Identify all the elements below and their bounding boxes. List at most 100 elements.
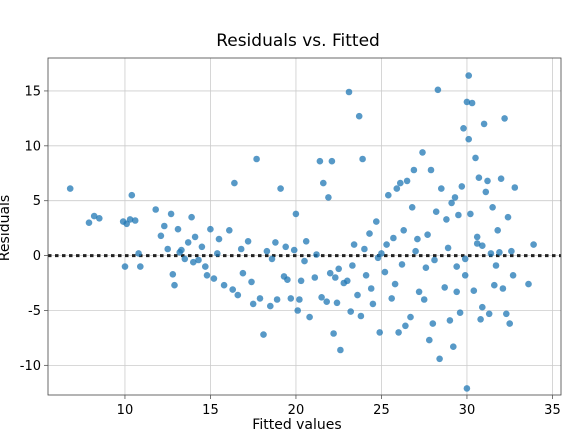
data-point <box>164 245 171 253</box>
data-point <box>369 300 377 308</box>
data-point <box>272 239 279 246</box>
data-point <box>465 72 473 79</box>
data-point <box>359 155 366 163</box>
data-point <box>509 272 517 279</box>
data-point <box>402 322 409 330</box>
data-point <box>325 194 332 201</box>
data-point <box>429 320 437 327</box>
data-point <box>137 263 144 270</box>
data-point <box>202 263 209 270</box>
x-axis-label: Fitted values <box>252 417 341 432</box>
y-tick-label: 0 <box>33 249 41 264</box>
data-point <box>491 281 498 289</box>
data-point <box>66 185 74 192</box>
data-point <box>249 300 257 308</box>
data-point <box>472 154 479 162</box>
data-point <box>432 208 440 215</box>
data-point <box>373 218 380 225</box>
data-point <box>306 313 313 321</box>
data-point <box>152 206 159 213</box>
data-point <box>376 329 384 336</box>
data-point <box>391 280 399 288</box>
data-point <box>169 271 177 278</box>
data-point <box>511 184 519 191</box>
x-tick-label: 10 <box>117 403 134 418</box>
data-point <box>203 272 211 279</box>
data-point <box>190 258 197 266</box>
data-point <box>184 239 192 246</box>
data-point <box>330 330 337 337</box>
data-point <box>494 227 502 234</box>
data-point <box>195 256 202 264</box>
data-point <box>292 210 300 218</box>
data-point <box>504 213 512 221</box>
data-point <box>398 261 406 268</box>
data-point <box>410 166 418 174</box>
data-point <box>161 222 168 230</box>
data-point <box>463 98 471 106</box>
data-point <box>443 216 450 223</box>
data-point <box>468 99 476 107</box>
data-point <box>496 249 503 256</box>
data-point <box>479 242 486 249</box>
data-point <box>463 385 471 392</box>
data-point <box>328 157 336 165</box>
data-point <box>453 288 461 296</box>
data-point <box>450 343 457 351</box>
x-tick-label: 20 <box>288 403 305 418</box>
data-point <box>460 125 467 132</box>
data-point <box>248 278 255 286</box>
data-point <box>320 179 327 187</box>
data-point <box>256 295 264 302</box>
data-point <box>458 183 466 190</box>
data-point <box>349 262 356 269</box>
x-tick-label: 30 <box>459 403 476 418</box>
data-point <box>395 329 402 336</box>
data-point <box>167 210 175 218</box>
data-point <box>297 277 305 285</box>
data-point <box>347 308 355 315</box>
data-point <box>282 243 290 251</box>
data-point <box>366 230 373 237</box>
grid-lines <box>48 58 561 395</box>
data-point <box>444 244 452 252</box>
data-point <box>385 191 392 199</box>
data-point <box>345 88 353 96</box>
data-point <box>335 265 343 273</box>
data-point <box>419 149 426 156</box>
data-point <box>374 254 382 262</box>
data-point <box>210 275 218 282</box>
data-point <box>326 269 334 277</box>
data-point <box>181 255 189 263</box>
data-point <box>174 225 182 233</box>
data-point <box>477 316 484 323</box>
data-point <box>311 274 319 281</box>
x-tick-label: 35 <box>544 403 561 418</box>
data-point <box>427 166 435 174</box>
data-point <box>361 245 368 253</box>
data-point <box>226 227 233 234</box>
data-point <box>337 346 344 354</box>
data-point <box>198 243 206 251</box>
y-tick-label: 5 <box>33 194 41 209</box>
chart-title: Residuals vs. Fitted <box>216 31 380 51</box>
data-point <box>434 86 442 94</box>
data-point <box>480 120 488 128</box>
data-point <box>461 272 469 279</box>
data-point <box>263 247 271 255</box>
data-point <box>400 227 408 234</box>
data-point <box>215 235 223 243</box>
data-point <box>323 298 331 306</box>
data-point <box>414 235 421 243</box>
y-tick-label: -10 <box>20 359 41 374</box>
data-point <box>420 296 428 303</box>
data-point <box>473 233 481 241</box>
data-point <box>446 317 454 324</box>
data-point <box>260 331 267 338</box>
data-point <box>415 288 423 296</box>
data-point <box>390 234 397 242</box>
data-point <box>234 291 242 299</box>
data-point <box>85 219 93 226</box>
data-point <box>424 231 431 238</box>
